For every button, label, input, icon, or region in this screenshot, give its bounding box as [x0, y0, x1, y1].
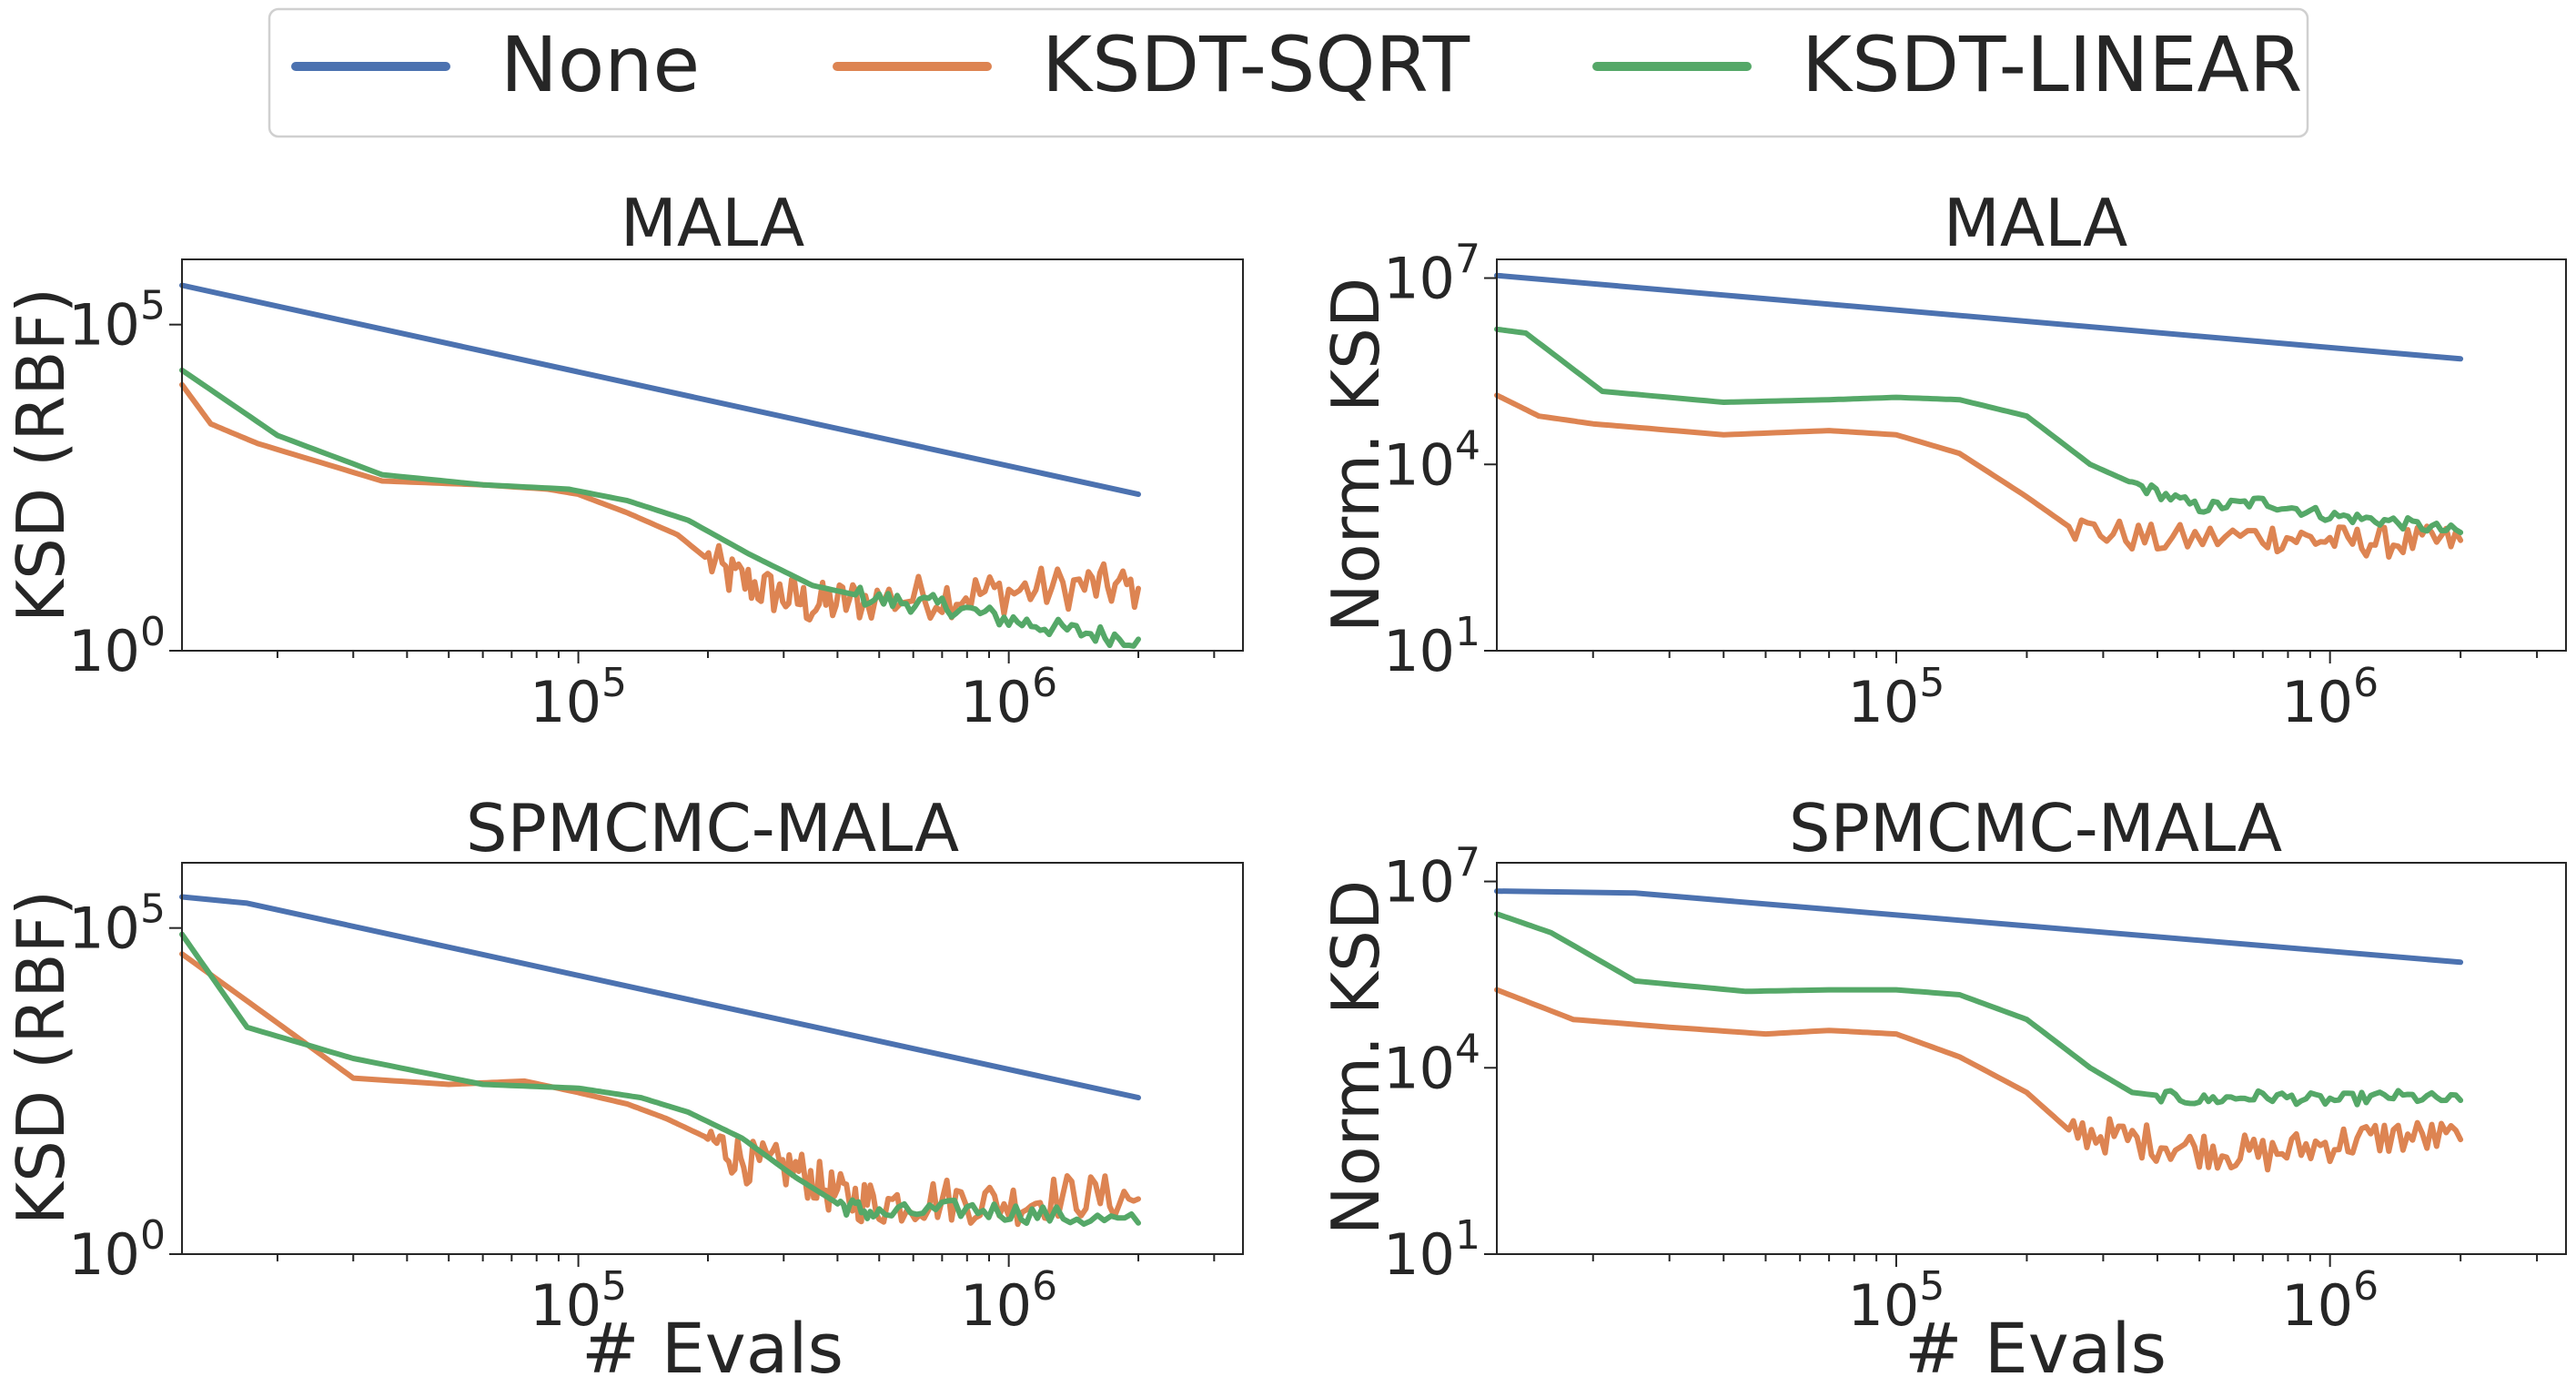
- series-line-ksdt-linear: [179, 367, 1141, 649]
- x-tick-label: 106: [2281, 660, 2379, 735]
- x-tick-label: 106: [2281, 1263, 2379, 1339]
- legend: None KSDT-SQRT KSDT-LINEAR: [268, 7, 2309, 138]
- x-tick-label: 105: [530, 1263, 627, 1339]
- panel-mala-norm-ksd: MALA Norm. KSD 105 106 101 104 107: [1318, 185, 2567, 735]
- y-tick-label: 100: [68, 609, 166, 684]
- legend-label-ksdt-linear: KSDT-LINEAR: [1802, 20, 2302, 109]
- y-tick-label: 101: [1383, 609, 1480, 684]
- axes-frame: [181, 258, 1244, 652]
- legend-label-ksdt-sqrt: KSDT-SQRT: [1042, 20, 1470, 109]
- series-line-ksdt-linear: [1494, 911, 2464, 1108]
- panel-title: SPMCMC-MALA: [466, 790, 959, 866]
- x-tick-label: 105: [1847, 1263, 1945, 1339]
- series-line-ksdt-sqrt: [1494, 987, 2464, 1173]
- series-line-none: [1494, 272, 2464, 362]
- axes-frame: [181, 862, 1244, 1255]
- series-line-none: [1494, 888, 2464, 966]
- y-axis-label: Norm. KSD: [1318, 278, 1394, 633]
- series-line-none: [179, 282, 1141, 498]
- panel-title: SPMCMC-MALA: [1789, 790, 2282, 866]
- y-tick-label: 105: [68, 886, 166, 962]
- y-tick-label: 101: [1383, 1212, 1480, 1288]
- axes-frame: [1496, 862, 2567, 1255]
- y-axis-label: Norm. KSD: [1318, 880, 1394, 1236]
- panel-title: MALA: [1944, 185, 2127, 261]
- x-axis-label: # Evals: [1904, 1308, 2167, 1389]
- panel-spmcmc-mala-ksd-rbf: SPMCMC-MALA KSD (RBF) # Evals 105 106 100 1…: [3, 790, 1244, 1389]
- x-tick-label: 105: [530, 660, 627, 735]
- x-axis-label: # Evals: [581, 1308, 844, 1389]
- series-line-ksdt-sqrt: [179, 381, 1141, 623]
- y-tick-label: 100: [68, 1212, 166, 1288]
- legend-label-none: None: [500, 20, 700, 109]
- series-line-ksdt-linear: [1494, 326, 2464, 536]
- y-axis-label: KSD (RBF): [3, 288, 79, 623]
- series-line-none: [179, 894, 1141, 1101]
- y-tick-label: 107: [1383, 237, 1480, 312]
- panel-spmcmc-mala-norm-ksd: SPMCMC-MALA Norm. KSD # Evals 105 106 101 1…: [1318, 790, 2567, 1389]
- series-line-ksdt-sqrt: [1494, 392, 2464, 560]
- panel-title: MALA: [621, 185, 804, 261]
- y-tick-label: 105: [68, 283, 166, 359]
- y-tick-label: 107: [1383, 840, 1480, 916]
- series-line-ksdt-linear: [179, 931, 1141, 1227]
- x-tick-label: 106: [960, 660, 1057, 735]
- y-tick-label: 104: [1383, 422, 1480, 498]
- series-line-ksdt-sqrt: [179, 951, 1141, 1228]
- legend-frame: [268, 7, 2309, 138]
- panel-mala-ksd-rbf: MALA KSD (RBF) 105 106 100 105: [3, 185, 1244, 735]
- axes-frame: [1496, 258, 2567, 652]
- y-axis-label: KSD (RBF): [3, 890, 79, 1225]
- y-tick-label: 104: [1383, 1026, 1480, 1101]
- x-tick-label: 106: [960, 1263, 1057, 1339]
- x-tick-label: 105: [1847, 660, 1945, 735]
